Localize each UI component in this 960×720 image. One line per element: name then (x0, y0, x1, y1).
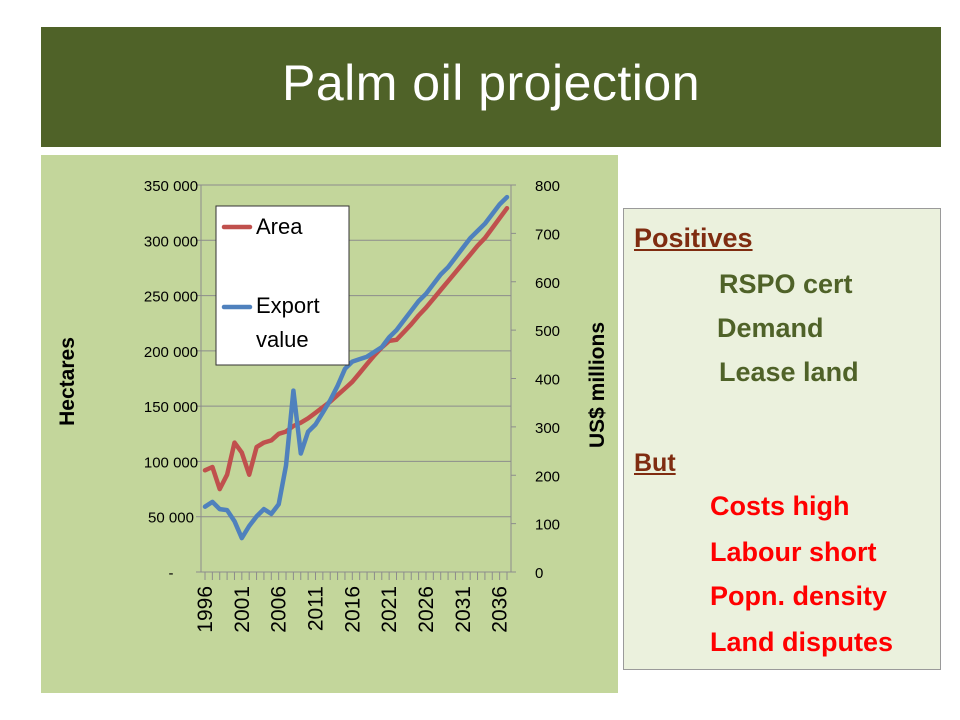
left-tick-label: 100 000 (144, 454, 198, 471)
right-tick-label: 200 (535, 468, 560, 485)
left-tick-label: 150 000 (144, 399, 198, 416)
but-heading: But (634, 449, 676, 477)
chart-panel: - 50 000 100 000 150 000 200 000 250 000 300 0… (41, 155, 618, 693)
x-tick-label: 2036 (489, 586, 512, 633)
right-tick-label: 0 (535, 565, 543, 582)
x-tick-label: 2016 (341, 586, 364, 633)
right-tick-label: 100 (535, 517, 560, 534)
x-tick-label: 2001 (231, 586, 254, 633)
legend: Area Export value (215, 205, 350, 366)
x-tick-label: 2006 (268, 586, 291, 633)
legend-label-area: Area (256, 214, 303, 239)
negative-item: Labour short (710, 537, 877, 567)
x-tick-label: 2021 (378, 586, 401, 633)
left-tick-label: 350 000 (144, 178, 198, 195)
positive-item: Lease land (719, 357, 859, 387)
x-tick-label: 2011 (304, 586, 327, 631)
left-tick-label: 50 000 (148, 510, 194, 527)
info-box: Positives RSPO cert Demand Lease land Bu… (623, 208, 941, 670)
right-tick-label: 600 (535, 275, 560, 292)
right-tick-label: 300 (535, 420, 560, 437)
slide-title: Palm oil projection (281, 55, 701, 111)
x-tick-label: 1996 (194, 586, 217, 633)
positive-item: RSPO cert (719, 269, 853, 299)
axes (196, 184, 516, 580)
series-line-area (202, 205, 510, 492)
positive-item: Demand (717, 313, 824, 343)
left-tick-label: - (169, 565, 174, 582)
x-tick-label: 2031 (452, 586, 475, 633)
palm-oil-chart: - 50 000 100 000 150 000 200 000 250 000 300 0… (56, 178, 609, 633)
right-tick-label: 700 (535, 226, 560, 243)
x-tick-label: 2026 (415, 586, 438, 633)
negative-item: Popn. density (710, 581, 888, 611)
right-tick-label: 500 (535, 323, 560, 340)
negative-item: Costs high (710, 491, 850, 521)
negative-item: Land disputes (710, 627, 894, 657)
left-tick-label: 200 000 (144, 344, 198, 361)
positives-heading: Positives (634, 223, 753, 253)
series-line-export-value (202, 194, 510, 541)
y-right-axis-title: US$ millions (586, 322, 609, 448)
legend-label-export-value: Export value (256, 293, 320, 352)
y-left-axis-title: Hectares (56, 337, 79, 426)
right-tick-label: 800 (535, 178, 560, 195)
legend-box (215, 205, 350, 366)
left-tick-label: 300 000 (144, 233, 198, 250)
axis-labels: - 50 000 100 000 150 000 200 000 250 000 300 0… (56, 178, 609, 633)
left-tick-label: 250 000 (144, 289, 198, 306)
right-tick-label: 400 (535, 372, 560, 389)
series-lines (202, 194, 510, 541)
title-bar: Palm oil projection (41, 27, 941, 147)
